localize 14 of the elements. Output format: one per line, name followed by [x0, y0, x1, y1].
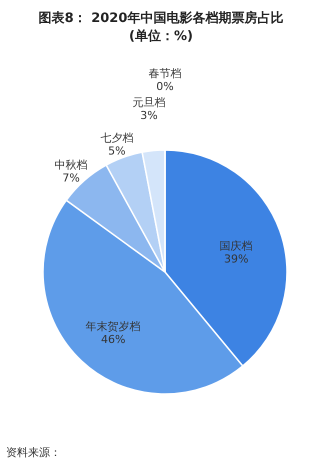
text: 0% [156, 80, 174, 93]
data-label: 5% [108, 144, 126, 158]
data-label: 3% [140, 108, 158, 122]
data-label: 7% [62, 171, 80, 184]
text: 资料来源： [6, 446, 61, 459]
slice-label: 国庆档 [220, 239, 253, 252]
slice-label: 年末贺岁档 [86, 320, 141, 334]
slice-label: 中秋档 [54, 158, 88, 172]
slice-label: 七夕档 [100, 131, 134, 144]
slice-label: 元旦档 [132, 96, 166, 109]
chart-title: 图表8： 2020年中国电影各档期票房占比(单位：%) [38, 10, 284, 44]
category-label: 春节档 [148, 67, 182, 80]
data-label: 46% [100, 333, 126, 346]
data-label: 39% [224, 252, 248, 266]
